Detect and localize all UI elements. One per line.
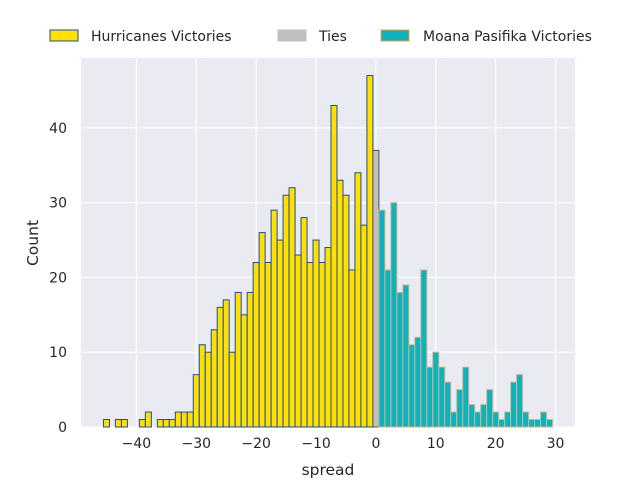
bar-moana-pasifika-victories — [492, 411, 500, 428]
bar-moana-pasifika-victories — [456, 389, 464, 428]
bar-hurricanes-victories — [360, 224, 368, 428]
bar-moana-pasifika-victories — [522, 411, 530, 428]
bar-moana-pasifika-victories — [426, 366, 434, 428]
bar-moana-pasifika-victories — [402, 284, 410, 428]
bar-hurricanes-victories — [138, 419, 146, 428]
bar-hurricanes-victories — [228, 351, 236, 428]
y-tick-label: 20 — [49, 270, 67, 286]
bar-moana-pasifika-victories — [390, 202, 398, 428]
bar-hurricanes-victories — [348, 269, 356, 428]
bar-hurricanes-victories — [120, 419, 128, 428]
bar-moana-pasifika-victories — [384, 269, 392, 428]
bar-hurricanes-victories — [234, 291, 242, 428]
x-tick-label: −40 — [122, 436, 152, 452]
bar-hurricanes-victories — [300, 217, 308, 428]
bar-hurricanes-victories — [192, 374, 200, 428]
x-axis-label: spread — [302, 461, 355, 479]
y-tick-label: 30 — [49, 196, 67, 212]
bar-hurricanes-victories — [258, 232, 266, 428]
bar-moana-pasifika-victories — [504, 411, 512, 428]
legend-swatch-ties — [277, 29, 307, 42]
y-tick-label: 10 — [49, 345, 67, 361]
bar-hurricanes-victories — [288, 187, 296, 428]
bar-hurricanes-victories — [204, 351, 212, 428]
bar-moana-pasifika-victories — [516, 374, 524, 428]
bar-hurricanes-victories — [330, 104, 338, 428]
bar-moana-pasifika-victories — [540, 411, 548, 428]
y-tick-label: 0 — [58, 420, 67, 436]
legend-swatch-moana — [380, 29, 410, 42]
x-tick-labels: −40 −30 −20 −10 0 10 20 30 — [122, 436, 565, 452]
legend-label-hurricanes: Hurricanes Victories — [91, 29, 232, 45]
bar-hurricanes-victories — [354, 172, 362, 428]
x-tick-label: 10 — [427, 436, 445, 452]
y-tick-label: 40 — [49, 121, 67, 137]
bar-hurricanes-victories — [246, 291, 254, 428]
legend-label-moana: Moana Pasifika Victories — [423, 29, 592, 45]
bar-moana-pasifika-victories — [546, 419, 554, 428]
bar-hurricanes-victories — [186, 411, 194, 428]
bar-hurricanes-victories — [210, 329, 218, 428]
bar-hurricanes-victories — [312, 239, 320, 428]
bar-hurricanes-victories — [294, 254, 302, 428]
bar-hurricanes-victories — [102, 419, 110, 428]
bar-hurricanes-victories — [168, 419, 176, 428]
bar-moana-pasifika-victories — [534, 419, 542, 428]
x-tick-label: −30 — [181, 436, 211, 452]
bar-hurricanes-victories — [162, 419, 170, 428]
bar-moana-pasifika-victories — [378, 209, 386, 428]
bar-hurricanes-victories — [276, 239, 284, 428]
bar-moana-pasifika-victories — [486, 389, 494, 428]
bar-hurricanes-victories — [216, 306, 224, 428]
bar-hurricanes-victories — [156, 419, 164, 428]
bar-hurricanes-victories — [270, 209, 278, 428]
bar-moana-pasifika-victories — [468, 404, 476, 428]
x-tick-label: 20 — [487, 436, 505, 452]
x-tick-label: −20 — [241, 436, 271, 452]
bar-hurricanes-victories — [240, 314, 248, 428]
bar-hurricanes-victories — [174, 411, 182, 428]
legend-label-ties: Ties — [318, 29, 347, 45]
bar-hurricanes-victories — [336, 179, 344, 428]
bar-moana-pasifika-victories — [444, 381, 452, 428]
bar-moana-pasifika-victories — [432, 351, 440, 428]
bar-moana-pasifika-victories — [510, 381, 518, 428]
bar-hurricanes-victories — [114, 419, 122, 428]
bar-moana-pasifika-victories — [420, 269, 428, 428]
bar-hurricanes-victories — [180, 411, 188, 428]
bar-moana-pasifika-victories — [438, 366, 446, 428]
bar-moana-pasifika-victories — [450, 411, 458, 428]
bar-ties — [372, 149, 380, 428]
bars — [102, 75, 554, 428]
bar-moana-pasifika-victories — [414, 336, 422, 428]
y-axis-label: Count — [24, 220, 42, 266]
bar-hurricanes-victories — [282, 194, 290, 428]
bar-hurricanes-victories — [324, 247, 332, 428]
bar-moana-pasifika-victories — [462, 366, 470, 428]
bar-moana-pasifika-victories — [474, 411, 482, 428]
legend-swatch-hurricanes — [49, 29, 79, 42]
bar-moana-pasifika-victories — [528, 419, 536, 428]
x-tick-label: 0 — [371, 436, 380, 452]
x-tick-label: −10 — [301, 436, 331, 452]
bar-hurricanes-victories — [318, 262, 326, 428]
legend: Hurricanes Victories Ties Moana Pasifika… — [49, 29, 592, 45]
bar-hurricanes-victories — [198, 344, 206, 428]
bar-hurricanes-victories — [366, 75, 374, 428]
bar-hurricanes-victories — [252, 262, 260, 428]
bar-hurricanes-victories — [222, 299, 230, 428]
y-tick-labels: 0 10 20 30 40 — [49, 121, 67, 436]
bar-moana-pasifika-victories — [396, 291, 404, 428]
x-tick-label: 30 — [547, 436, 565, 452]
bar-hurricanes-victories — [342, 194, 350, 428]
bar-hurricanes-victories — [264, 262, 272, 428]
bar-hurricanes-victories — [306, 262, 314, 428]
bar-moana-pasifika-victories — [498, 419, 506, 428]
bar-hurricanes-victories — [144, 411, 152, 428]
bar-moana-pasifika-victories — [408, 344, 416, 428]
bar-moana-pasifika-victories — [480, 404, 488, 428]
